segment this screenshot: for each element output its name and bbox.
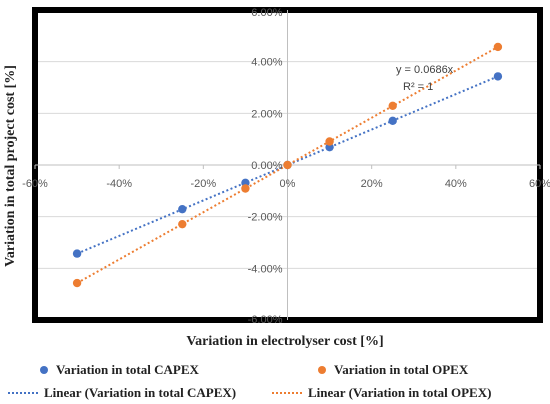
y-tick-label: 0.00% xyxy=(251,160,282,172)
legend: Variation in total CAPEX Variation in to… xyxy=(8,362,491,400)
trendlines xyxy=(76,46,499,284)
data-point-capex xyxy=(388,116,397,126)
y-tick-label: -2.00% xyxy=(248,212,283,224)
x-tick-label: -40% xyxy=(106,178,132,190)
data-point-opex xyxy=(493,42,503,52)
data-point-opex xyxy=(241,184,250,193)
x-axis-title: Variation in electrolyser cost [%] xyxy=(186,334,383,349)
data-point-capex xyxy=(178,204,187,214)
y-tick-label: 2.00% xyxy=(251,108,282,120)
y-axis-title: Variation in total project cost [%] xyxy=(3,65,18,267)
y-tick-label: 4.00% xyxy=(251,57,282,69)
x-tick-label: 0% xyxy=(280,178,296,190)
data-point-opex xyxy=(72,278,82,288)
data-point-capex xyxy=(72,249,82,258)
legend-label-trend-capex: Linear (Variation in total CAPEX) xyxy=(44,385,236,400)
legend-label-trend-opex: Linear (Variation in total OPEX) xyxy=(308,385,491,400)
x-tick-label: 20% xyxy=(361,178,383,190)
x-tick-label: -20% xyxy=(190,178,216,190)
y-tick-label: -6.00% xyxy=(248,314,283,326)
r-squared-annotation: R² = 1 xyxy=(403,81,433,93)
x-tick-label: -60% xyxy=(22,178,48,190)
data-point-opex xyxy=(283,160,292,170)
y-tick-label: 6.00% xyxy=(251,7,282,19)
equation-annotation: y = 0.0686x xyxy=(396,64,454,76)
data-point-opex xyxy=(388,101,397,111)
data-point-opex xyxy=(178,219,187,229)
x-tick-label: 60% xyxy=(529,178,550,190)
y-tick-label: -4.00% xyxy=(248,263,283,275)
data-point-opex xyxy=(325,137,334,146)
x-tick-label: 40% xyxy=(445,178,467,190)
trendline-opex xyxy=(76,46,499,284)
data-points xyxy=(72,42,503,288)
data-point-capex xyxy=(493,72,503,81)
legend-label-opex: Variation in total OPEX xyxy=(334,362,469,377)
legend-label-capex: Variation in total CAPEX xyxy=(56,362,199,377)
legend-marker-opex xyxy=(318,366,326,374)
legend-marker-capex xyxy=(40,366,48,374)
tick-labels: -60% -40% -20% 0% 20% 40% 60% -6.00% -4.00% -2.00… xyxy=(22,7,550,326)
